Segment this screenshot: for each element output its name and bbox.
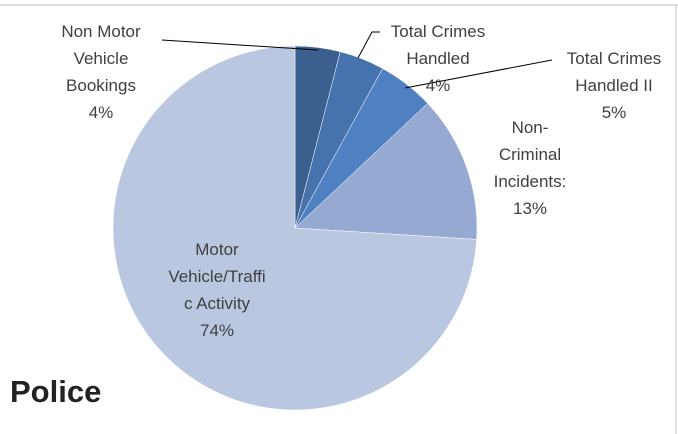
slice-name: Motor Vehicle/Traffic Activity [168,240,266,313]
slice-name: Total Crimes Handled [390,22,486,68]
pie-slice [294,103,478,240]
leader-line [357,31,380,59]
slice-label: Total Crimes Handled 4% [382,18,494,99]
leader-line [161,39,319,51]
slice-value: 13% [512,199,548,218]
slice-label: Non Motor Vehicle Bookings 4% [55,18,147,126]
leader-line [404,59,553,89]
slice-name: Non-Criminal Incidents: [493,118,567,191]
slice-value: 5% [601,103,627,122]
pie-slice [112,45,477,411]
slice-label: Motor Vehicle/Traffic Activity 74% [165,236,269,344]
slice-name: Total Crimes Handled II [566,49,662,95]
slice-value: 4% [88,103,114,122]
slice-name: Non Motor Vehicle Bookings [61,22,141,95]
slice-label: Non-Criminal Incidents: 13% [485,114,575,222]
slice-label: Total Crimes Handled II 5% [552,45,676,126]
chart-title: Police [10,374,102,409]
slice-value: 74% [199,321,235,340]
slice-value: 4% [425,76,451,95]
